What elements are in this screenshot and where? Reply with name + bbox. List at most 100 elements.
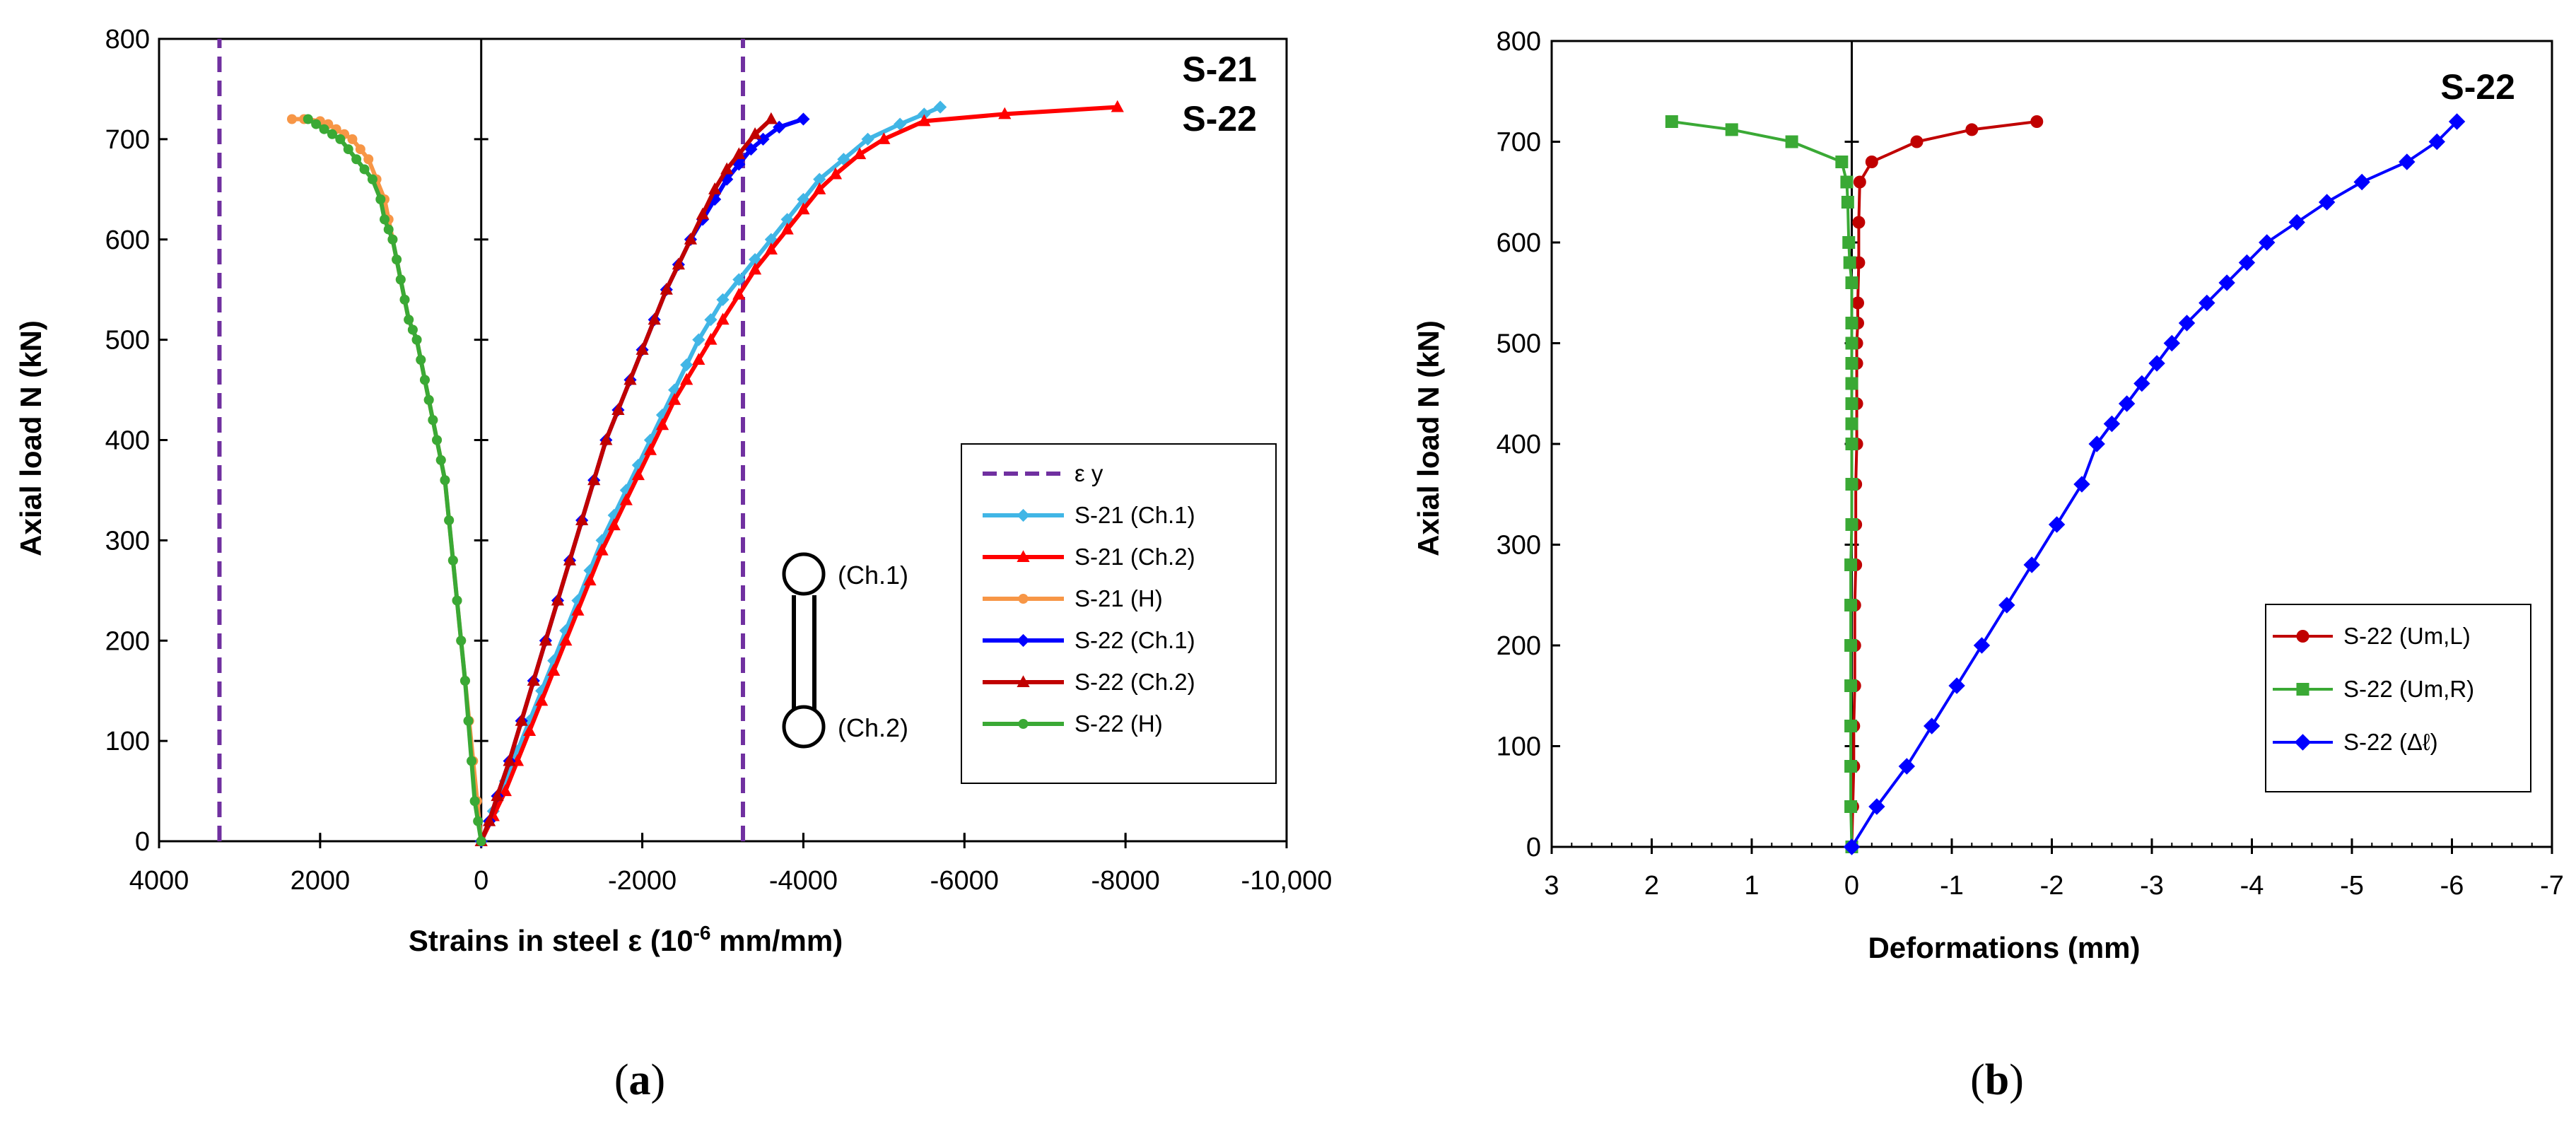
data-point [407, 324, 418, 335]
data-point [428, 415, 438, 426]
legend-item-s-21-ch-2: S-21 (Ch.2) [983, 544, 1195, 570]
data-point [668, 392, 681, 405]
panel-a-legend: ε y S-21 (Ch.1) S-21 (Ch.2) S-21 (H) S-22 (C… [961, 443, 1277, 784]
panel-a-caption-letter: a [629, 1056, 651, 1104]
data-point [1844, 599, 1858, 611]
data-point [2178, 315, 2196, 332]
data-point [748, 262, 762, 275]
data-point [934, 100, 947, 114]
data-point [2448, 113, 2466, 130]
data-point [1965, 123, 1979, 136]
panel-a-x-tick-label: 4000 [129, 866, 189, 896]
panel-a-x-label-unit: mm/mm) [710, 924, 843, 957]
data-point [660, 282, 673, 295]
data-point [1844, 558, 1858, 571]
data-point [716, 293, 730, 306]
panel-b-caption-letter: b [1985, 1056, 2009, 1104]
data-point [2118, 395, 2136, 412]
data-point [1924, 718, 1940, 734]
panel-a-y-tick-label: 500 [105, 326, 150, 356]
data-point [2030, 115, 2044, 128]
gauge-ch2-label: (Ch.2) [838, 713, 908, 742]
legend-marker [2294, 734, 2312, 751]
data-point [2148, 355, 2165, 372]
gauge-ch2-circle [782, 705, 826, 749]
panel-a-x-tick-label: -10,000 [1241, 866, 1333, 896]
data-point [351, 154, 362, 165]
data-point [547, 664, 561, 676]
data-point [395, 274, 406, 285]
data-point [704, 332, 718, 345]
data-point [1111, 100, 1124, 112]
data-point [813, 182, 826, 194]
data-point [611, 403, 625, 415]
data-point [467, 756, 477, 766]
data-point [559, 633, 573, 646]
data-point [483, 814, 496, 826]
data-point [456, 636, 467, 646]
panel-a-series [217, 39, 1124, 848]
data-point [452, 595, 462, 606]
legend-item-s-22-ch-1: S-22 (Ch.1) [983, 627, 1195, 653]
data-point [797, 202, 810, 215]
data-point [877, 132, 891, 144]
data-point [2353, 173, 2370, 191]
data-point [631, 468, 645, 481]
data-point [764, 242, 778, 254]
data-point [1910, 135, 1924, 148]
data-point [2048, 516, 2066, 533]
data-point [1845, 417, 1858, 431]
data-point [473, 816, 484, 826]
data-point [1948, 677, 1965, 694]
data-point [797, 112, 810, 126]
legend-marker [2296, 683, 2309, 696]
data-point [399, 294, 410, 305]
data-point [680, 373, 693, 385]
data-point [1845, 397, 1858, 410]
data-point [522, 724, 537, 736]
data-point [404, 315, 414, 325]
panel-a-y-axis-label: Axial load N (kN) [14, 320, 47, 556]
data-point [387, 234, 398, 245]
data-point [539, 633, 552, 646]
data-point [343, 144, 353, 155]
data-point [335, 134, 346, 144]
data-point [355, 144, 365, 155]
data-point [1665, 115, 1678, 128]
panel-b-y-tick-label: 200 [1497, 631, 1541, 661]
legend-label: S-21 (H) [1075, 585, 1163, 611]
legend-item-s-22-um-l: S-22 (Um,L) [2273, 623, 2471, 649]
legend-label: S-22 (Ch.2) [1075, 669, 1195, 695]
data-point [1840, 175, 1854, 189]
data-point [1845, 478, 1858, 491]
panel-a-axes: 0 100 200 300 400 500 600 700 800 4000 2000 0 -2000 -… [105, 25, 1333, 896]
panel-b-x-tick-label: -3 [2140, 871, 2164, 901]
panel-a-x-tick-label: 2000 [291, 866, 351, 896]
panel-a-y-tick-label: 400 [105, 426, 150, 456]
panel-b-x-tick-label: -7 [2540, 871, 2564, 901]
panel-a-y-tick-label: 600 [105, 226, 150, 255]
data-point [861, 132, 874, 146]
data-point [2238, 254, 2256, 271]
panel-b-y-tick-label: 0 [1526, 833, 1541, 862]
data-point [359, 164, 370, 175]
panel-a-y-tick-label: 300 [105, 526, 150, 556]
data-point [498, 784, 512, 797]
data-point [1844, 639, 1858, 652]
data-point [764, 112, 778, 124]
data-point [643, 443, 657, 455]
legend-label: S-22 (Um,R) [2343, 676, 2474, 702]
legend-label: ε y [1075, 460, 1103, 486]
data-point [636, 343, 649, 355]
legend-marker [1017, 508, 1030, 522]
data-point [522, 714, 537, 727]
data-point [527, 674, 540, 686]
data-point [498, 774, 512, 788]
legend-marker [1017, 675, 1030, 687]
panel-b-caption: (b) [1970, 1056, 2024, 1104]
data-point [1835, 156, 1849, 168]
data-point [476, 836, 486, 846]
data-point [551, 593, 565, 606]
data-point [1844, 800, 1858, 813]
